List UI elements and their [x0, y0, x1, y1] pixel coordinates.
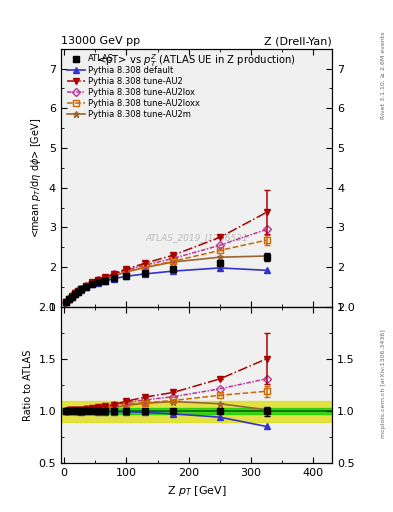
Text: 13000 GeV pp: 13000 GeV pp	[61, 36, 140, 46]
Text: Rivet 3.1.10, ≥ 2.6M events: Rivet 3.1.10, ≥ 2.6M events	[381, 32, 386, 119]
X-axis label: Z $p_T$ [GeV]: Z $p_T$ [GeV]	[167, 484, 226, 498]
Text: mcplots.cern.ch [arXiv:1306.3436]: mcplots.cern.ch [arXiv:1306.3436]	[381, 330, 386, 438]
Text: <pT> vs $p_T^Z$ (ATLAS UE in Z production): <pT> vs $p_T^Z$ (ATLAS UE in Z productio…	[97, 53, 296, 69]
Bar	[61, 408, 332, 414]
Y-axis label: Ratio to ATLAS: Ratio to ATLAS	[23, 349, 33, 421]
Text: ATLAS_2019_I1736531: ATLAS_2019_I1736531	[145, 232, 248, 242]
Y-axis label: <mean $p_T$/d$\eta$ d$\phi$> [GeV]: <mean $p_T$/d$\eta$ d$\phi$> [GeV]	[29, 118, 43, 238]
Bar	[61, 401, 332, 421]
Legend: ATLAS, Pythia 8.308 default, Pythia 8.308 tune-AU2, Pythia 8.308 tune-AU2lox, Py: ATLAS, Pythia 8.308 default, Pythia 8.30…	[65, 53, 202, 120]
Text: Z (Drell-Yan): Z (Drell-Yan)	[264, 36, 332, 46]
